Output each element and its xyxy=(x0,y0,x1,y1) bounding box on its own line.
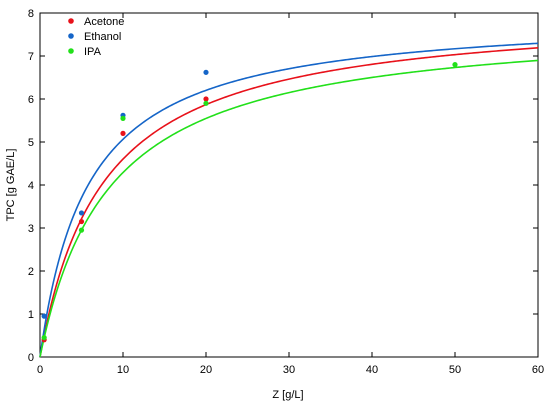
data-point-ethanol xyxy=(78,210,85,216)
x-tick-label: 40 xyxy=(366,364,378,376)
data-point-ipa xyxy=(41,335,47,341)
y-tick-label: 4 xyxy=(28,180,34,192)
data-point-ipa xyxy=(78,227,85,233)
data-point-acetone xyxy=(78,218,85,225)
y-tick-label: 3 xyxy=(28,223,34,235)
y-tick-label: 0 xyxy=(28,352,34,364)
fit-curve-acetone xyxy=(39,47,539,358)
data-point-ipa xyxy=(120,115,126,121)
data-point-ipa xyxy=(203,100,209,106)
x-tick-label: 10 xyxy=(117,364,129,376)
y-tick-label: 5 xyxy=(28,137,34,149)
axis-ticks: 0 10 20 30 40 50 60 0 1 2 3 4 5 6 7 8 xyxy=(28,8,544,376)
plot-border xyxy=(39,12,539,358)
fit-curves xyxy=(39,42,539,358)
legend-marker-ipa xyxy=(68,48,74,54)
y-tick-label: 1 xyxy=(28,309,34,321)
x-axis-title: Z [g/L] xyxy=(272,389,303,401)
plot-area xyxy=(39,12,539,358)
legend-marker-acetone xyxy=(68,18,74,24)
legend-marker-ethanol xyxy=(68,33,74,39)
x-tick-label: 20 xyxy=(200,364,212,376)
y-tick-label: 6 xyxy=(28,94,34,106)
data-point-acetone xyxy=(120,130,126,136)
fit-curve-ipa xyxy=(39,59,539,358)
data-point-ethanol xyxy=(203,69,209,75)
y-axis-title: TPC [g GAE/L] xyxy=(5,149,17,222)
x-tick-label: 0 xyxy=(37,364,43,376)
data-points xyxy=(41,62,458,343)
legend-label-acetone: Acetone xyxy=(84,16,124,28)
x-tick-label: 60 xyxy=(532,364,544,376)
fit-curve-ethanol xyxy=(39,42,539,358)
x-tick-label: 50 xyxy=(449,364,461,376)
legend-label-ipa: IPA xyxy=(84,46,102,58)
data-point-ipa xyxy=(452,62,458,68)
y-tick-label: 8 xyxy=(28,8,34,20)
legend-label-ethanol: Ethanol xyxy=(84,31,121,43)
y-tick-label: 2 xyxy=(28,266,34,278)
y-tick-label: 7 xyxy=(28,51,34,63)
legend: Acetone Ethanol IPA xyxy=(68,16,124,58)
data-point-ethanol xyxy=(41,313,47,319)
data-point-acetone xyxy=(203,96,209,102)
x-tick-label: 30 xyxy=(283,364,295,376)
